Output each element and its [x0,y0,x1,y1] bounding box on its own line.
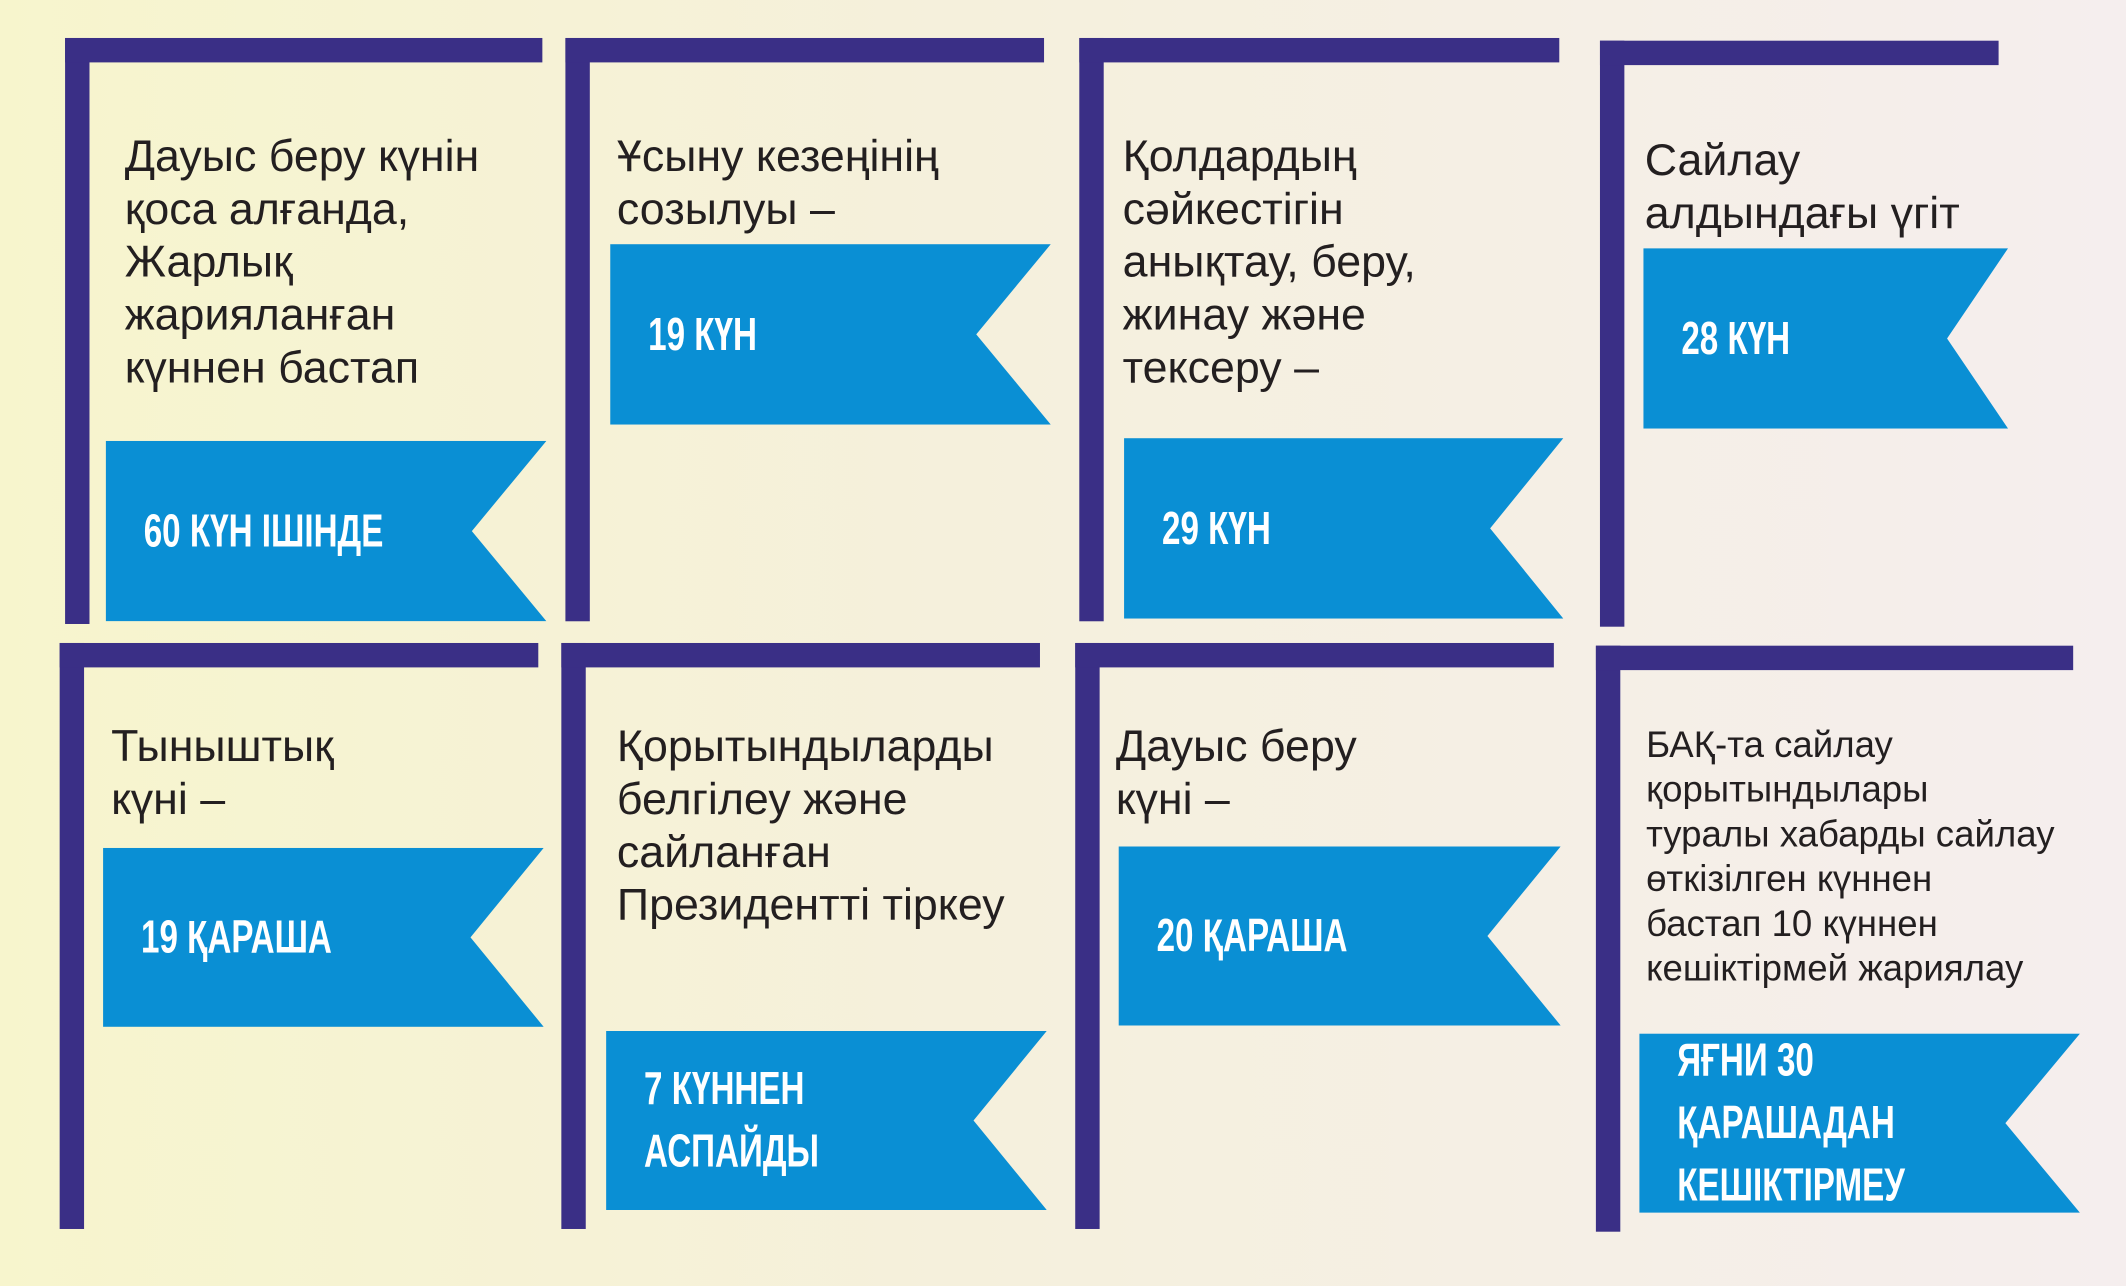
card-description: Ұсыну кезеңінің созылуы – [616,130,939,234]
bracket-top [1599,40,1999,66]
ribbon-shape [1643,248,2009,429]
ribbon-flag: 19 КҮН [610,244,1051,425]
bracket-top [59,642,539,668]
bracket-top [1595,645,2074,671]
ribbon-label: 29 КҮН [1162,502,1271,555]
ribbon-shape [1124,438,1564,619]
ribbon-shape [1639,1033,2080,1213]
ribbon-shape [103,847,544,1027]
ribbon-label: 7 КҮННЕН АСПАЙДЫ [644,1063,819,1178]
ribbon-flag: 7 КҮННЕН АСПАЙДЫ [606,1030,1047,1210]
ribbon-flag: 19 ҚАРАША [103,847,544,1027]
card-description: БАҚ-та сайлау қорытындылары туралы хабар… [1646,724,2055,989]
ribbon-flag: 28 КҮН [1643,248,2009,429]
ribbon-flag: 20 ҚАРАША [1118,846,1561,1026]
card-description: Дауыс беру күнін қоса алғанда, Жарлық жа… [124,130,480,393]
bracket-vertical [1079,37,1104,622]
ribbon-label: 28 КҮН [1681,312,1791,365]
ribbon-flag: 60 КҮН ІШІНДЕ [105,440,547,622]
bracket-vertical [561,642,586,1229]
ribbon-flag: 29 КҮН [1124,438,1564,619]
bracket-top [1079,37,1560,63]
bracket-top [565,37,1045,63]
bracket-top [1075,642,1554,668]
card-description: Дауыс беру күні – [1115,720,1357,824]
ribbon-label: 60 КҮН ІШІНДЕ [143,505,384,557]
bracket-top [561,642,1040,668]
card-description: Сайлау алдындағы үгіт [1644,134,1960,238]
ribbon-shape [105,440,547,622]
card-description: Қорытындыларды белгілеу және сайланған П… [616,720,1005,930]
bracket-vertical [65,37,90,624]
ribbon-label: 20 ҚАРАША [1156,910,1348,962]
bracket-vertical [59,642,85,1229]
bracket-vertical [565,37,590,622]
bracket-top [65,37,543,63]
ribbon-label: ЯҒНИ 30 ҚАРАШАДАН КЕШІКТІРМЕУ [1677,1035,1905,1212]
ribbon-flag: ЯҒНИ 30 ҚАРАШАДАН КЕШІКТІРМЕУ [1639,1033,2080,1213]
bracket-vertical [1075,642,1100,1229]
ribbon-shape [610,244,1051,425]
ribbon-label: 19 ҚАРАША [141,911,332,964]
card-description: Тыныштық күні – [111,720,334,824]
bracket-vertical [1599,40,1625,627]
ribbon-shape [1118,846,1561,1026]
card-description: Қолдардың сәйкестігін анықтау, беру, жин… [1122,130,1416,393]
ribbon-shape [606,1030,1047,1210]
bracket-vertical [1595,645,1621,1232]
ribbon-label: 19 КҮН [648,308,757,361]
